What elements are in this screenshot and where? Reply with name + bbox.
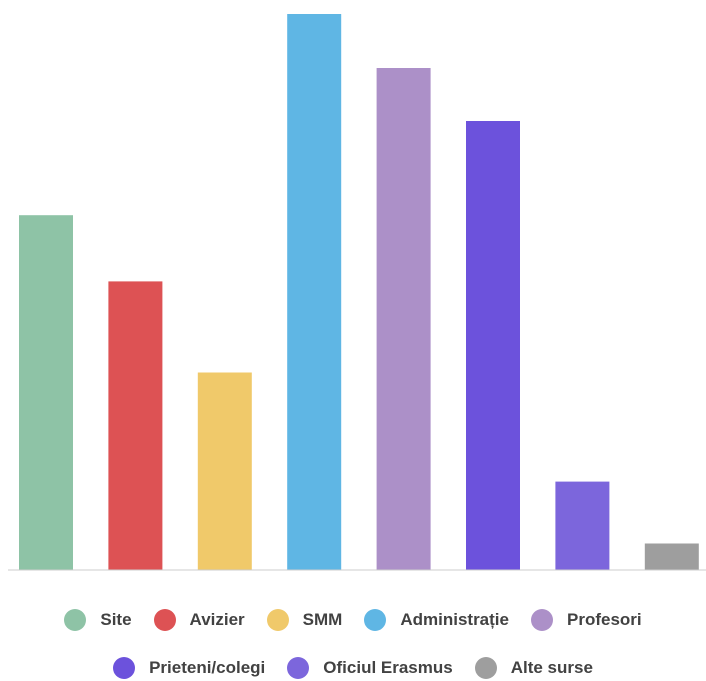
legend-label-site: Site <box>100 610 132 629</box>
legend-item-alte-surse[interactable]: Alte surse <box>474 657 593 679</box>
legend-label-smm: SMM <box>302 610 343 629</box>
bar-profesori[interactable] <box>376 68 431 570</box>
legend-label-avizier: Avizier <box>189 610 245 629</box>
bar-site[interactable] <box>19 215 73 570</box>
legend-swatch-smm <box>266 609 289 631</box>
legend-item-smm[interactable]: SMM <box>266 609 343 631</box>
legend-item-avizier[interactable]: Avizier <box>153 609 245 631</box>
legend-item-prieteni-colegi[interactable]: Prieteni/colegi <box>113 657 265 679</box>
legend-label-profesori: Profesori <box>566 610 642 629</box>
legend-row-1: Site Avizier SMM Administrație Profesori <box>0 607 706 633</box>
bar-alte-surse[interactable] <box>644 543 699 571</box>
legend-swatch-site <box>64 609 87 631</box>
bar-oficiul-erasmus[interactable] <box>555 481 610 570</box>
bar-administratie[interactable] <box>287 14 342 570</box>
legend-item-profesori[interactable]: Profesori <box>530 609 642 631</box>
legend-swatch-oficiul-erasmus <box>287 657 310 679</box>
legend-label-alte-surse: Alte surse <box>510 658 593 677</box>
legend-swatch-avizier <box>153 609 176 631</box>
legend-item-administratie[interactable]: Administrație <box>364 609 509 631</box>
legend-swatch-alte-surse <box>474 657 497 679</box>
legend-label-prieteni-colegi: Prieteni/colegi <box>149 658 266 677</box>
legend-label-administratie: Administrație <box>400 610 509 629</box>
bar-chart <box>8 14 706 571</box>
bar-avizier[interactable] <box>108 281 163 570</box>
bar-smm[interactable] <box>197 372 252 571</box>
legend-swatch-administratie <box>364 609 387 631</box>
legend-swatch-profesori <box>530 609 553 631</box>
bar-prieteni-colegi[interactable] <box>466 121 520 570</box>
legend-item-site[interactable]: Site <box>64 609 132 631</box>
legend-swatch-prieteni-colegi <box>113 657 136 679</box>
legend-row-2: Prieteni/colegi Oficiul Erasmus Alte surse <box>0 655 706 681</box>
bars-group <box>19 14 699 570</box>
legend-label-oficiul-erasmus: Oficiul Erasmus <box>323 658 453 677</box>
legend-item-oficiul-erasmus[interactable]: Oficiul Erasmus <box>287 657 453 679</box>
